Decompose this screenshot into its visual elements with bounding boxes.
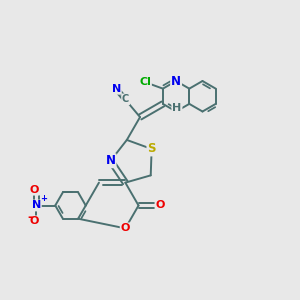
- Text: -: -: [27, 211, 32, 224]
- Text: C: C: [122, 94, 129, 104]
- Text: N: N: [112, 84, 121, 94]
- Text: O: O: [30, 216, 39, 226]
- Text: H: H: [172, 103, 182, 112]
- Text: N: N: [171, 74, 181, 88]
- Text: O: O: [155, 200, 165, 211]
- Text: +: +: [40, 194, 47, 203]
- Text: N: N: [106, 154, 116, 167]
- Text: Cl: Cl: [139, 77, 151, 87]
- Text: S: S: [147, 142, 156, 155]
- Text: O: O: [30, 185, 39, 195]
- Text: O: O: [121, 224, 130, 233]
- Text: N: N: [32, 200, 41, 211]
